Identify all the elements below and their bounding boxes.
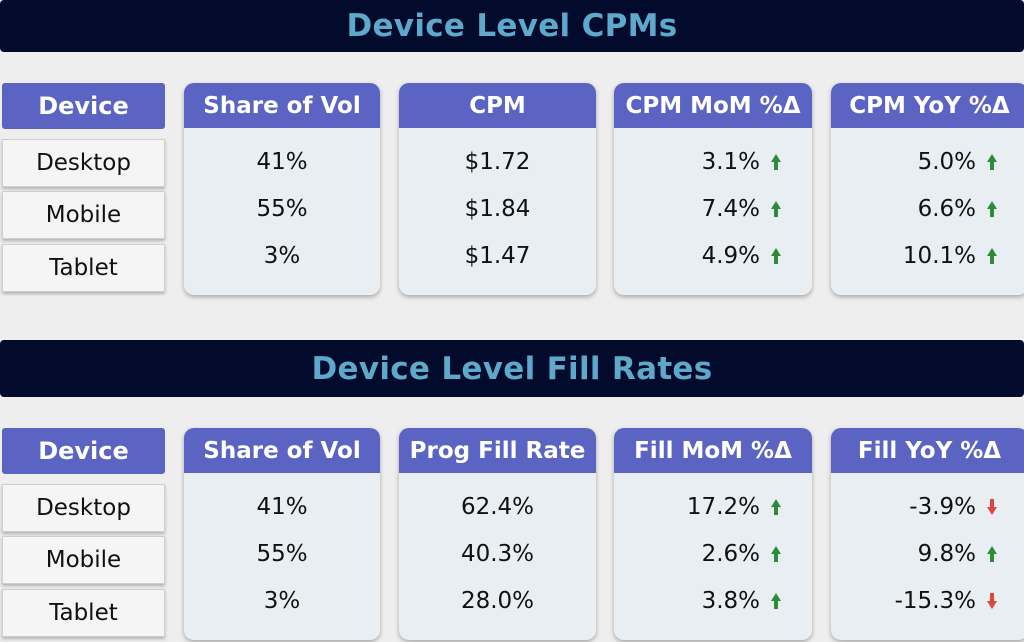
fill-device-header: Device	[2, 428, 165, 474]
cpm-yoy-tablet-value: 10.1%	[902, 243, 976, 269]
arrow-up-icon	[771, 546, 781, 562]
cpm-share-desktop: 41%	[256, 149, 308, 175]
cpm-device-desktop: Desktop	[2, 139, 165, 187]
arrow-up-icon	[771, 201, 781, 217]
fill-yoy-card: Fill YoY %Δ -3.9% 9.8% -15.3%	[831, 428, 1024, 640]
cpm-yoy-row-desktop: 5.0%	[831, 147, 1024, 177]
fill-mom-mobile-value: 2.6%	[701, 541, 760, 567]
cpm-section-banner: Device Level CPMs	[0, 0, 1024, 52]
cpm-mom-mobile-value: 7.4%	[701, 196, 760, 222]
arrow-up-icon	[771, 593, 781, 609]
arrow-up-icon	[987, 154, 997, 170]
arrow-up-icon	[987, 201, 997, 217]
cpm-device-mobile: Mobile	[2, 191, 165, 239]
cpm-yoy-header: CPM YoY %Δ	[831, 83, 1024, 128]
cpm-value-mobile: $1.84	[464, 196, 531, 222]
fill-mom-card: Fill MoM %Δ 17.2% 2.6% 3.8%	[614, 428, 812, 640]
fill-yoy-row-desktop: -3.9%	[831, 492, 1024, 522]
cpm-device-header: Device	[2, 83, 165, 129]
fill-section-title: Device Level Fill Rates	[311, 350, 713, 387]
fill-yoy-mobile-value: 9.8%	[917, 541, 976, 567]
fill-rate-desktop: 62.4%	[460, 494, 535, 520]
fill-device-desktop: Desktop	[2, 484, 165, 532]
fill-rate-mobile: 40.3%	[460, 541, 535, 567]
fill-mom-header: Fill MoM %Δ	[614, 428, 812, 473]
cpm-yoy-card: CPM YoY %Δ 5.0% 6.6% 10.1%	[831, 83, 1024, 295]
arrow-up-icon	[987, 546, 997, 562]
cpm-yoy-row-tablet: 10.1%	[831, 241, 1024, 271]
fill-share-card: Share of Vol 41% 55% 3%	[184, 428, 380, 640]
fill-mom-row-tablet: 3.8%	[614, 586, 812, 616]
fill-yoy-row-mobile: 9.8%	[831, 539, 1024, 569]
fill-section-banner: Device Level Fill Rates	[0, 340, 1024, 397]
cpm-section-title: Device Level CPMs	[346, 8, 678, 44]
fill-rate-header: Prog Fill Rate	[399, 428, 596, 473]
arrow-up-icon	[771, 248, 781, 264]
fill-rate-card: Prog Fill Rate 62.4% 40.3% 28.0%	[399, 428, 596, 640]
cpm-mom-tablet-value: 4.9%	[701, 243, 760, 269]
cpm-share-card: Share of Vol 41% 55% 3%	[184, 83, 380, 295]
fill-share-tablet: 3%	[263, 588, 301, 614]
cpm-device-tablet: Tablet	[2, 244, 165, 292]
cpm-share-header: Share of Vol	[184, 83, 380, 128]
fill-mom-desktop-value: 17.2%	[686, 494, 760, 520]
cpm-yoy-desktop-value: 5.0%	[917, 149, 976, 175]
fill-mom-row-desktop: 17.2%	[614, 492, 812, 522]
fill-mom-row-mobile: 2.6%	[614, 539, 812, 569]
cpm-value-tablet: $1.47	[464, 243, 531, 269]
cpm-mom-row-tablet: 4.9%	[614, 241, 812, 271]
fill-yoy-tablet-value: -15.3%	[894, 588, 976, 614]
cpm-mom-desktop-value: 3.1%	[701, 149, 760, 175]
arrow-up-icon	[987, 248, 997, 264]
cpm-value-header: CPM	[399, 83, 596, 128]
fill-yoy-row-tablet: -15.3%	[831, 586, 1024, 616]
cpm-value-desktop: $1.72	[464, 149, 531, 175]
fill-share-desktop: 41%	[256, 494, 308, 520]
cpm-mom-row-desktop: 3.1%	[614, 147, 812, 177]
fill-device-tablet: Tablet	[2, 589, 165, 637]
arrow-down-icon	[987, 593, 997, 609]
fill-mom-tablet-value: 3.8%	[701, 588, 760, 614]
fill-share-mobile: 55%	[256, 541, 308, 567]
cpm-mom-header: CPM MoM %Δ	[614, 83, 812, 128]
fill-yoy-desktop-value: -3.9%	[909, 494, 976, 520]
arrow-up-icon	[771, 499, 781, 515]
fill-yoy-header: Fill YoY %Δ	[831, 428, 1024, 473]
arrow-down-icon	[987, 499, 997, 515]
cpm-share-mobile: 55%	[256, 196, 308, 222]
cpm-share-tablet: 3%	[263, 243, 301, 269]
arrow-up-icon	[771, 154, 781, 170]
cpm-yoy-row-mobile: 6.6%	[831, 194, 1024, 224]
cpm-mom-row-mobile: 7.4%	[614, 194, 812, 224]
cpm-mom-card: CPM MoM %Δ 3.1% 7.4% 4.9%	[614, 83, 812, 295]
fill-share-header: Share of Vol	[184, 428, 380, 473]
cpm-value-card: CPM $1.72 $1.84 $1.47	[399, 83, 596, 295]
fill-device-mobile: Mobile	[2, 536, 165, 584]
fill-rate-tablet: 28.0%	[460, 588, 535, 614]
cpm-yoy-mobile-value: 6.6%	[917, 196, 976, 222]
